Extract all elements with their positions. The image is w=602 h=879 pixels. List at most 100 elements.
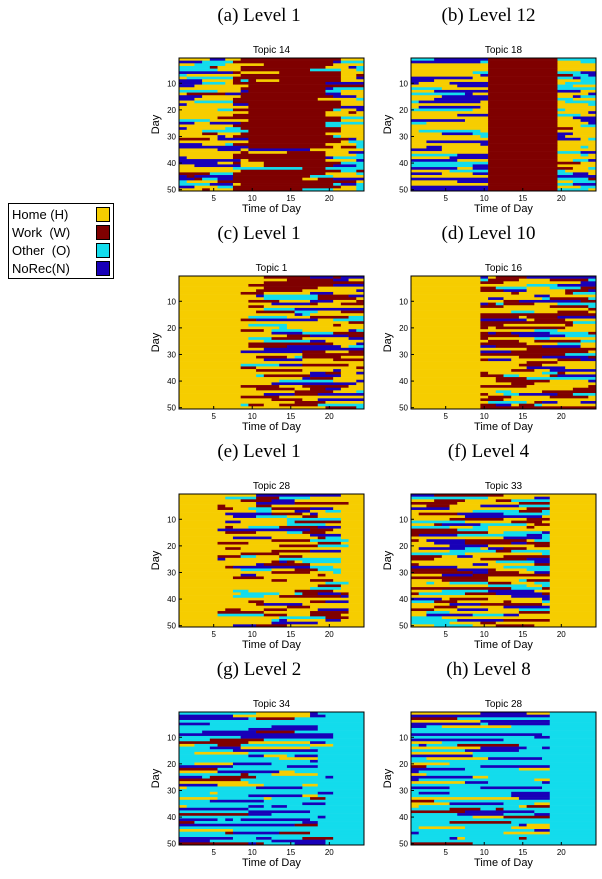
heatmap-cell: [179, 323, 249, 327]
heatmap-cell: [488, 81, 558, 85]
heatmap-cell: [340, 145, 357, 149]
heatmap-cell: [434, 523, 443, 527]
heatmap-cell: [179, 305, 249, 309]
heatmap-cell: [340, 371, 357, 375]
heatmap-cell: [179, 757, 280, 761]
heatmap-cell: [179, 557, 218, 561]
heatmap-cell: [557, 374, 597, 378]
heatmap-cell: [411, 786, 450, 790]
heatmap-cell: [411, 137, 489, 141]
x-tick-label: 10: [248, 630, 257, 639]
heatmap-cell: [411, 773, 427, 777]
heatmap-cell: [488, 302, 497, 306]
heatmap-cell: [488, 401, 527, 404]
heatmap-cell: [179, 751, 195, 755]
heatmap-cell: [488, 393, 504, 396]
heatmap-cell: [549, 597, 597, 601]
heatmap-cell: [441, 132, 473, 136]
heatmap-cell: [256, 786, 303, 790]
heatmap-cell: [294, 770, 365, 774]
heatmap-cell: [411, 369, 512, 373]
heatmap-cell: [411, 116, 489, 120]
heatmap-cell: [480, 722, 489, 726]
heatmap-cell: [248, 103, 342, 107]
heatmap-cell: [549, 719, 597, 723]
heatmap-cell: [526, 276, 597, 279]
heatmap-cell: [286, 515, 303, 519]
heatmap-cell: [411, 557, 435, 561]
heatmap-cell: [549, 600, 597, 604]
heatmap-cell: [248, 813, 272, 817]
heatmap-cell: [488, 156, 558, 160]
heatmap-cell: [232, 765, 288, 769]
heatmap-cell: [263, 305, 365, 309]
heatmap-cell: [179, 533, 311, 537]
heatmap-cell: [225, 818, 234, 822]
heatmap-cell: [271, 539, 311, 543]
heatmap-cell: [279, 395, 365, 399]
heatmap-cell: [279, 71, 342, 75]
heatmap-cell: [179, 813, 249, 817]
heatmap-cell: [549, 619, 597, 622]
x-tick-label: 15: [518, 194, 527, 203]
heatmap-cell: [194, 821, 303, 825]
heatmap-cell: [179, 371, 311, 375]
heatmap-cell: [179, 619, 272, 622]
heatmap-cell: [348, 294, 365, 298]
heatmap-cell: [202, 81, 226, 85]
heatmap-cell: [340, 520, 365, 524]
heatmap-cell: [225, 58, 241, 61]
heatmap-cell: [557, 113, 581, 117]
heatmap-cell: [411, 549, 450, 553]
heatmap-cell: [179, 103, 188, 107]
heatmap-cell: [557, 329, 597, 333]
heatmap-cell: [534, 302, 558, 306]
heatmap-cell: [411, 600, 435, 604]
heatmap-cell: [411, 382, 512, 386]
y-tick-label: 50: [399, 622, 408, 631]
heatmap-cell: [302, 363, 349, 367]
heatmap-cell: [271, 329, 303, 333]
heatmap-cell: [411, 619, 458, 622]
heatmap-cell: [179, 286, 265, 290]
heatmap-cell: [557, 371, 566, 375]
heatmap-cell: [186, 73, 241, 77]
heatmap-cell: [248, 589, 295, 593]
heatmap-cell: [488, 337, 535, 341]
heatmap-cell: [256, 374, 265, 378]
heatmap-cell: [186, 805, 249, 809]
heatmap-cell: [557, 121, 589, 125]
heatmap-cell: [209, 119, 249, 123]
heatmap-cell: [588, 289, 597, 293]
heatmap-panel-d: (d) Level 10 Topic 16 5 10 15 20 10 20 30 40 50 Tim…: [375, 218, 602, 436]
heatmap-cell: [179, 826, 365, 830]
heatmap-cell: [488, 132, 558, 136]
heatmap-cell: [248, 600, 265, 604]
heatmap-cell: [248, 89, 326, 93]
heatmap-cell: [325, 65, 349, 69]
heatmap-cell: [232, 837, 257, 840]
heatmap-cell: [518, 611, 551, 614]
heatmap-cell: [225, 525, 234, 529]
heatmap-cell: [348, 151, 365, 155]
y-tick-label: 40: [399, 595, 408, 604]
heatmap-cell: [340, 369, 365, 373]
heatmap-cell: [542, 536, 551, 540]
heatmap-cell: [411, 315, 481, 319]
heatmap-cell: [441, 573, 473, 577]
heatmap-cell: [549, 791, 597, 795]
heatmap-cell: [179, 735, 241, 739]
heatmap-cell: [411, 97, 435, 101]
heatmap-cell: [179, 528, 218, 532]
heatmap-cell: [317, 759, 365, 763]
heatmap-cell: [240, 291, 265, 295]
heatmap-cell: [488, 124, 558, 128]
heatmap-cell: [542, 401, 558, 404]
heatmap-cell: [534, 560, 551, 564]
heatmap-cell: [426, 504, 450, 508]
heatmap-cell: [263, 297, 319, 301]
heatmap-cell: [434, 605, 458, 609]
heatmap-cell: [179, 135, 218, 139]
heatmap-cell: [302, 177, 319, 181]
